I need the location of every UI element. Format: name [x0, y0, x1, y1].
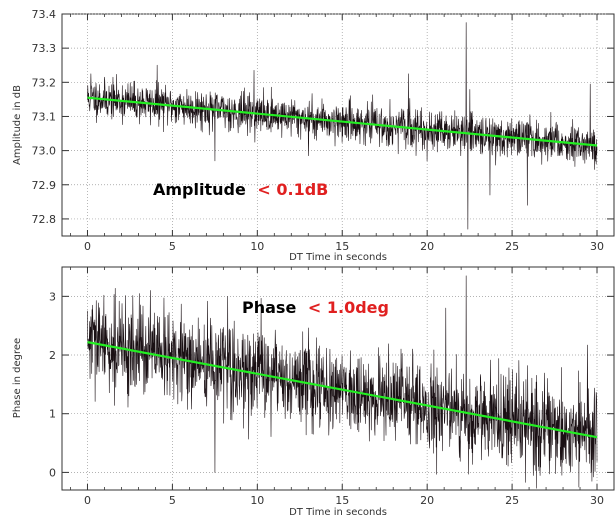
phase-y-tick-label: 0 — [49, 466, 56, 479]
amplitude-x-tick-label: 20 — [420, 240, 434, 253]
amplitude-fit-line — [87, 96, 598, 147]
phase-measurement-series — [87, 275, 598, 489]
phase-x-tick-label: 30 — [590, 494, 604, 507]
phase-y-tick-label: 3 — [49, 290, 56, 303]
phase-x-ticks: 0 5 10 15 20 25 30 — [70, 267, 615, 507]
phase-panel: 0 5 10 15 20 25 30 0 1 2 3 DT Time in seconds Pha… — [12, 266, 615, 518]
amplitude-y-tick-label: 73.3 — [32, 42, 57, 55]
phase-plot-frame — [61, 266, 615, 491]
phase-x-tick-label: 20 — [420, 494, 434, 507]
amplitude-series — [87, 22, 598, 230]
amplitude-y-tick-label: 73.2 — [32, 76, 57, 89]
amplitude-y-ticks: 72.8 72.9 73.0 73.1 73.2 73.3 73.4 — [32, 8, 614, 226]
amplitude-x-tick-label: 30 — [590, 240, 604, 253]
amplitude-x-tick-label: 15 — [335, 240, 349, 253]
amplitude-x-tick-label: 5 — [169, 240, 176, 253]
amplitude-y-tick-label: 72.8 — [32, 213, 57, 226]
phase-annotation: Phase < 1.0deg — [242, 298, 389, 317]
phase-series — [87, 275, 598, 489]
phase-x-tick-label: 10 — [250, 494, 264, 507]
amplitude-panel: 0 5 10 15 20 25 30 72.8 72.9 73.0 73.1 73.2 73.3 73.… — [12, 8, 615, 263]
phase-x-tick-label: 25 — [505, 494, 519, 507]
amplitude-y-tick-label: 73.1 — [32, 110, 57, 123]
amplitude-x-ticks: 0 5 10 15 20 25 30 — [70, 14, 615, 253]
amplitude-x-tick-label: 0 — [84, 240, 91, 253]
phase-annotation-prefix: Phase — [242, 298, 296, 317]
phase-x-tick-label: 15 — [335, 494, 349, 507]
phase-y-tick-label: 2 — [49, 349, 56, 362]
amplitude-measurement-series — [87, 22, 598, 230]
phase-x-tick-label: 0 — [84, 494, 91, 507]
amplitude-y-axis-label: Amplitude in dB — [12, 85, 23, 165]
phase-x-tick-label: 5 — [169, 494, 176, 507]
amplitude-y-tick-label: 73.0 — [32, 145, 57, 158]
phase-y-ticks: 0 1 2 3 — [49, 290, 614, 479]
amplitude-annotation-prefix: Amplitude — [153, 180, 246, 199]
phase-annotation-value: < 1.0deg — [308, 298, 389, 317]
amplitude-annotation: Amplitude < 0.1dB — [153, 180, 328, 199]
amplitude-y-tick-label: 72.9 — [32, 179, 57, 192]
amplitude-x-tick-label: 25 — [505, 240, 519, 253]
amplitude-y-tick-label: 73.4 — [32, 8, 57, 21]
amplitude-annotation-value: < 0.1dB — [257, 180, 328, 199]
phase-y-axis-label: Phase in degree — [12, 338, 23, 418]
amplitude-x-tick-label: 10 — [250, 240, 264, 253]
phase-y-tick-label: 1 — [49, 408, 56, 421]
amplitude-x-axis-label: DT Time in seconds — [289, 252, 387, 263]
phase-fit-line — [87, 341, 598, 439]
phase-x-axis-label: DT Time in seconds — [289, 507, 387, 518]
